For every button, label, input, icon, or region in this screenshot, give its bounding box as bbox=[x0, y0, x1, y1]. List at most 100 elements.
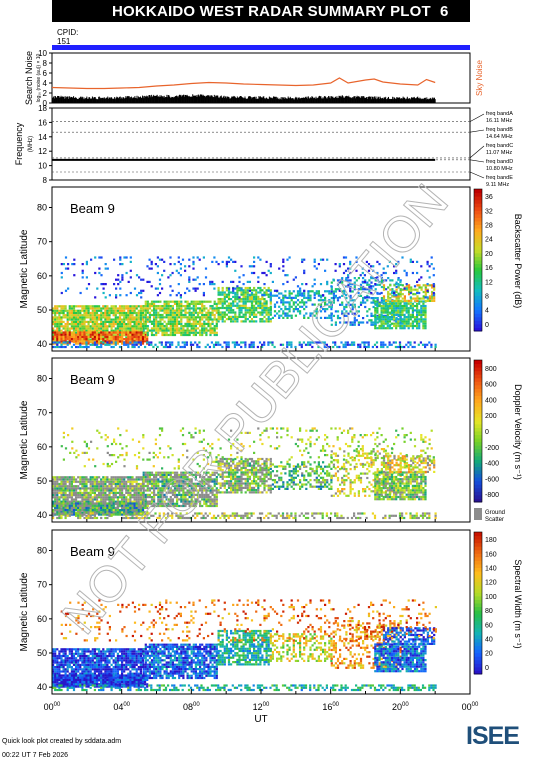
power-cell bbox=[106, 327, 109, 330]
power-cell bbox=[129, 291, 132, 295]
velocity-cell bbox=[102, 487, 105, 490]
power-cell bbox=[230, 309, 233, 312]
power-cell bbox=[140, 296, 143, 299]
velocity-cell bbox=[98, 476, 101, 479]
power-cell bbox=[403, 297, 406, 300]
power-cell bbox=[146, 327, 149, 330]
power-cell bbox=[307, 341, 310, 344]
power-cell bbox=[58, 329, 61, 332]
power-cell bbox=[118, 305, 122, 308]
power-cell bbox=[54, 331, 57, 334]
velocity-cell bbox=[58, 500, 61, 503]
power-cell bbox=[311, 290, 314, 293]
power-cell bbox=[58, 345, 61, 349]
power-cell bbox=[56, 311, 59, 315]
power-cell bbox=[397, 304, 400, 308]
power-cell bbox=[114, 314, 117, 317]
power-cell bbox=[288, 296, 291, 299]
power-cell bbox=[323, 345, 326, 349]
frequency-band-value: 16.11 MHz bbox=[486, 118, 512, 124]
power-cell bbox=[56, 323, 59, 326]
power-cell bbox=[368, 290, 371, 293]
velocity-cell bbox=[118, 494, 122, 497]
velocity-cell bbox=[159, 480, 162, 483]
power-cell bbox=[81, 276, 84, 279]
velocity-cell bbox=[91, 498, 94, 501]
power-cell bbox=[114, 329, 117, 332]
velocity-cell bbox=[135, 500, 138, 503]
velocity-cell bbox=[114, 506, 117, 509]
velocity-cell bbox=[87, 498, 90, 501]
velocity-cell bbox=[56, 496, 59, 499]
power-cell bbox=[116, 331, 119, 334]
power-cell bbox=[209, 325, 212, 328]
velocity-cell bbox=[159, 504, 162, 508]
power-cell bbox=[334, 290, 337, 293]
power-cell bbox=[248, 295, 251, 298]
power-cell bbox=[54, 316, 57, 319]
power-cell bbox=[414, 293, 417, 296]
power-cell bbox=[144, 309, 147, 312]
power-cell bbox=[238, 276, 241, 279]
velocity-cell bbox=[85, 478, 88, 481]
power-cell bbox=[401, 324, 404, 328]
power-cell bbox=[390, 327, 394, 330]
power-cell bbox=[141, 335, 145, 338]
power-cell bbox=[116, 338, 119, 341]
velocity-cell bbox=[79, 513, 82, 516]
power-cell bbox=[194, 307, 197, 310]
velocity-cell bbox=[83, 489, 86, 492]
power-cell bbox=[83, 323, 86, 326]
velocity-cell bbox=[89, 487, 92, 490]
power-cell bbox=[416, 322, 419, 325]
velocity-cell bbox=[139, 485, 142, 488]
power-cell bbox=[288, 308, 291, 311]
velocity-cell bbox=[165, 473, 168, 476]
power-cell bbox=[184, 307, 187, 310]
power-cell bbox=[412, 293, 415, 296]
power-cell bbox=[77, 340, 80, 343]
power-cell bbox=[219, 302, 222, 305]
power-cell bbox=[66, 314, 69, 317]
power-cell bbox=[386, 311, 389, 314]
power-cell bbox=[66, 338, 69, 341]
power-cell bbox=[163, 331, 166, 334]
power-cell bbox=[374, 288, 377, 291]
power-cell bbox=[265, 311, 268, 314]
power-heatmap bbox=[52, 187, 470, 351]
power-cell bbox=[192, 325, 195, 328]
power-cell bbox=[371, 345, 374, 349]
power-cell bbox=[72, 320, 76, 323]
power-cell bbox=[141, 340, 145, 343]
power-cell bbox=[382, 311, 385, 314]
power-cell bbox=[137, 341, 140, 344]
power-cell bbox=[417, 343, 420, 346]
power-cell bbox=[139, 331, 142, 334]
power-cell bbox=[194, 309, 197, 312]
power-cell bbox=[284, 312, 287, 315]
power-cell bbox=[175, 269, 178, 272]
power-cell bbox=[409, 304, 412, 308]
velocity-cell bbox=[93, 491, 96, 494]
power-cell bbox=[267, 269, 270, 272]
power-cell bbox=[315, 310, 318, 313]
velocity-cell bbox=[139, 500, 142, 503]
power-cell bbox=[419, 341, 422, 344]
velocity-cell bbox=[52, 480, 55, 483]
power-cell bbox=[62, 311, 65, 315]
power-cell bbox=[139, 311, 142, 315]
velocity-cell bbox=[89, 476, 92, 479]
power-cell bbox=[71, 263, 74, 266]
power-cell bbox=[207, 322, 210, 325]
power-cell bbox=[85, 325, 88, 328]
power-cell bbox=[139, 335, 142, 338]
power-colorbar-swatch bbox=[474, 210, 482, 215]
power-cell bbox=[380, 309, 383, 312]
power-cell bbox=[399, 313, 402, 316]
velocity-cell bbox=[131, 482, 134, 486]
power-cell bbox=[186, 311, 189, 314]
power-cell bbox=[89, 331, 92, 334]
velocity-cell bbox=[127, 500, 130, 503]
power-cell bbox=[135, 320, 138, 323]
velocity-cell bbox=[62, 478, 65, 481]
